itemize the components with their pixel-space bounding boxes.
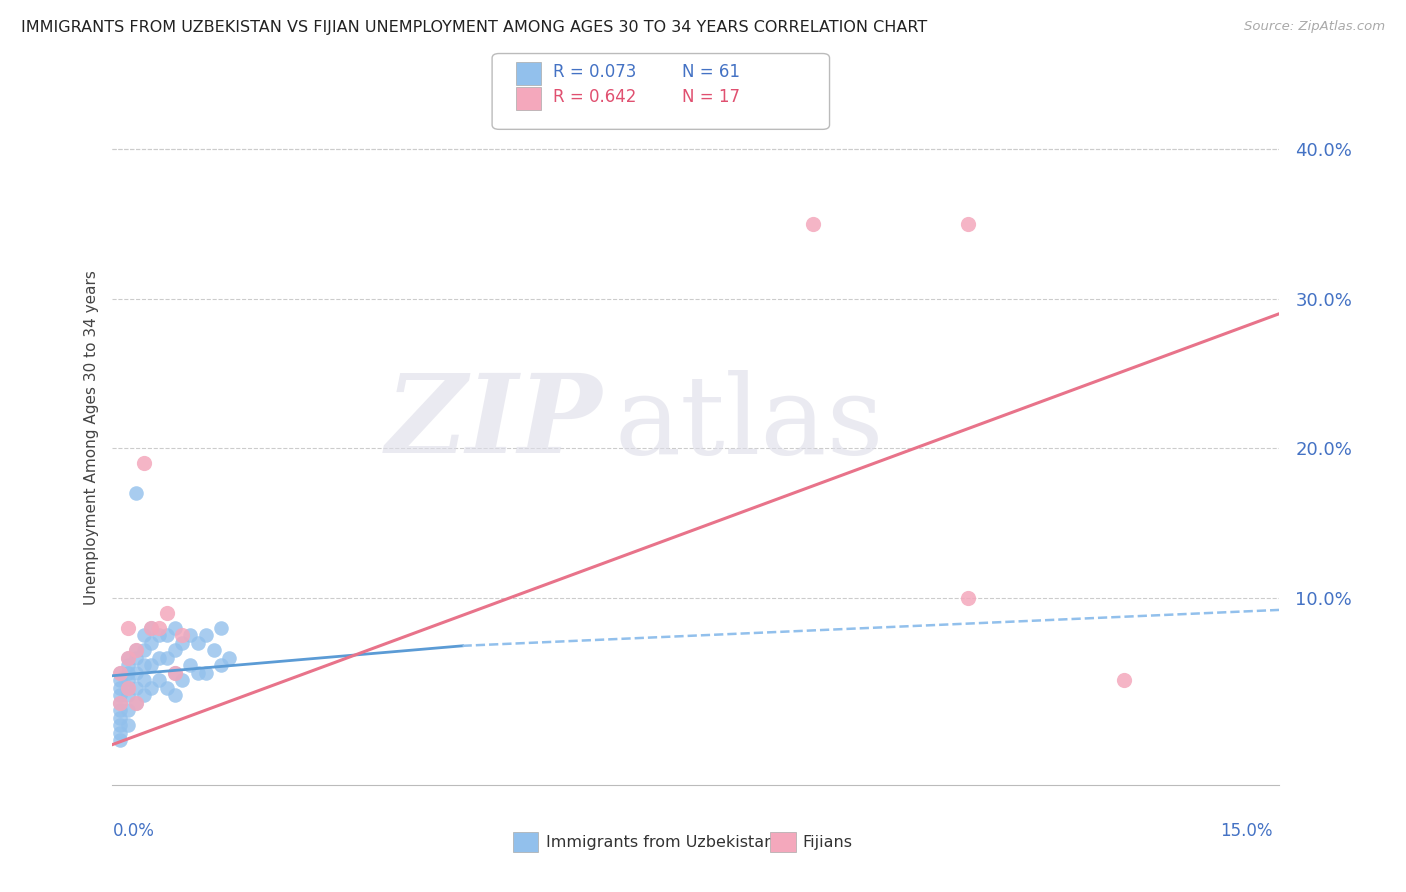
Text: IMMIGRANTS FROM UZBEKISTAN VS FIJIAN UNEMPLOYMENT AMONG AGES 30 TO 34 YEARS CORR: IMMIGRANTS FROM UZBEKISTAN VS FIJIAN UNE… (21, 20, 928, 35)
Point (110, 733, 132, 747)
Point (957, 591, 980, 605)
Point (141, 636, 163, 650)
Point (141, 621, 163, 635)
Point (179, 628, 201, 642)
Point (148, 650, 170, 665)
Point (209, 658, 232, 673)
Point (110, 673, 132, 688)
Point (172, 673, 194, 688)
Point (125, 643, 148, 657)
Point (141, 658, 163, 673)
Point (156, 681, 179, 695)
Point (957, 217, 980, 231)
Point (117, 665, 139, 680)
Text: ZIP: ZIP (387, 369, 603, 477)
Point (194, 665, 217, 680)
Point (125, 643, 148, 657)
Point (117, 688, 139, 702)
Text: Source: ZipAtlas.com: Source: ZipAtlas.com (1244, 20, 1385, 33)
Point (110, 688, 132, 702)
Point (110, 703, 132, 717)
Point (125, 696, 148, 710)
Point (117, 703, 139, 717)
Text: atlas: atlas (614, 369, 884, 476)
Y-axis label: Unemployment Among Ages 30 to 34 years: Unemployment Among Ages 30 to 34 years (83, 269, 98, 605)
Point (163, 665, 186, 680)
Point (125, 696, 148, 710)
Point (209, 621, 232, 635)
Point (218, 650, 240, 665)
Point (187, 665, 209, 680)
Point (117, 718, 139, 732)
Point (132, 628, 155, 642)
Point (132, 456, 155, 470)
Point (110, 696, 132, 710)
Point (148, 621, 170, 635)
Point (132, 688, 155, 702)
Point (117, 650, 139, 665)
Text: 0.0%: 0.0% (112, 822, 155, 840)
Point (117, 681, 139, 695)
Point (110, 725, 132, 739)
Point (187, 636, 209, 650)
Point (141, 681, 163, 695)
Point (110, 665, 132, 680)
Point (141, 621, 163, 635)
Point (163, 665, 186, 680)
Point (172, 628, 194, 642)
Text: R = 0.642: R = 0.642 (553, 88, 636, 106)
Text: R = 0.073: R = 0.073 (553, 63, 636, 81)
Point (110, 718, 132, 732)
Point (117, 621, 139, 635)
Point (125, 486, 148, 500)
Point (117, 658, 139, 673)
Point (1112, 673, 1135, 688)
Point (132, 658, 155, 673)
Text: N = 61: N = 61 (682, 63, 740, 81)
Text: Fijians: Fijians (803, 835, 853, 849)
Text: 15.0%: 15.0% (1220, 822, 1272, 840)
Point (110, 665, 132, 680)
Point (148, 673, 170, 688)
Point (132, 673, 155, 688)
Point (125, 665, 148, 680)
Point (132, 643, 155, 657)
Point (117, 681, 139, 695)
Text: Immigrants from Uzbekistan: Immigrants from Uzbekistan (546, 835, 773, 849)
Point (125, 681, 148, 695)
Point (110, 681, 132, 695)
Point (163, 688, 186, 702)
Point (156, 606, 179, 620)
Point (194, 628, 217, 642)
Point (110, 711, 132, 725)
Point (156, 650, 179, 665)
Point (179, 658, 201, 673)
Point (202, 643, 225, 657)
Point (148, 628, 170, 642)
Point (801, 217, 824, 231)
Point (163, 643, 186, 657)
Point (110, 696, 132, 710)
Point (172, 636, 194, 650)
Point (117, 673, 139, 688)
Point (156, 628, 179, 642)
Text: N = 17: N = 17 (682, 88, 740, 106)
Point (117, 650, 139, 665)
Point (163, 621, 186, 635)
Point (125, 650, 148, 665)
